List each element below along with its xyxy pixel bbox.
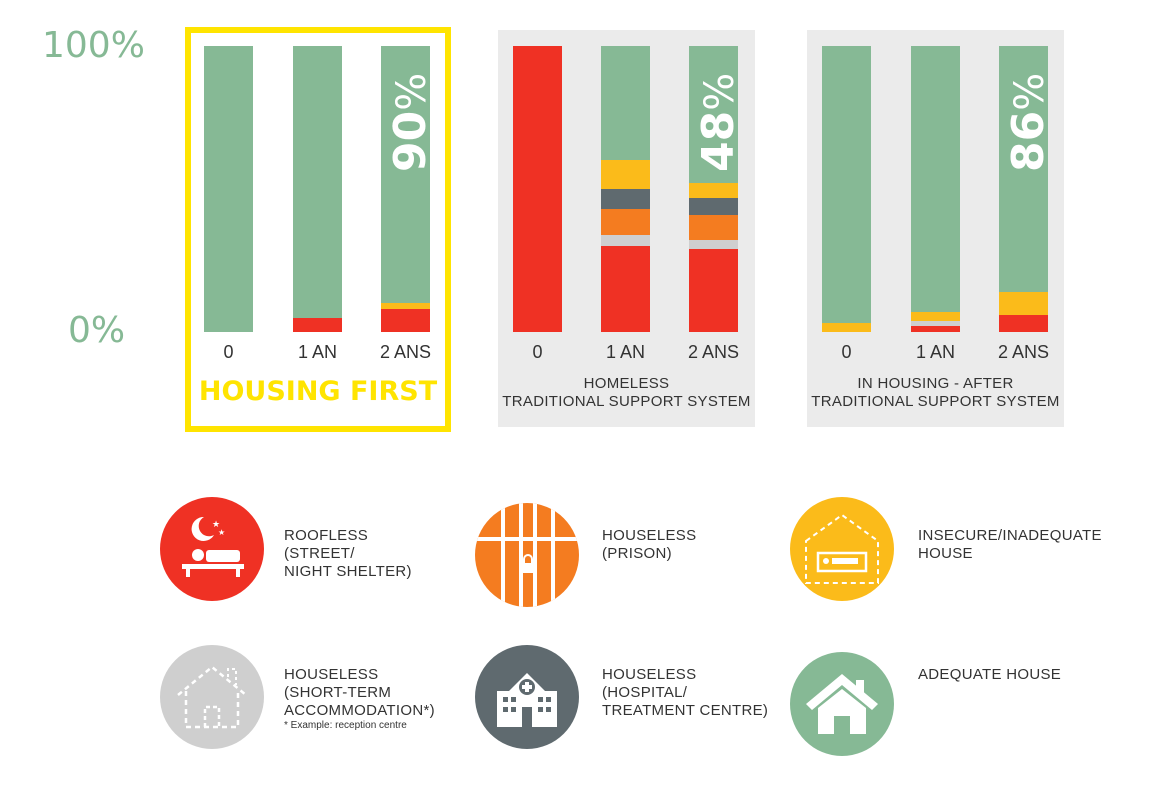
in-housing-title-line2: TRADITIONAL SUPPORT SYSTEM — [811, 393, 1060, 410]
housing-first-category-label-2: 1 AN — [297, 342, 338, 362]
in-housing-category-label-3: 2 ANS — [997, 342, 1050, 362]
homeless-bar-3-short-term-segment — [689, 240, 738, 250]
homeless-category-label-2: 1 AN — [605, 342, 646, 362]
housing-first-highlight-percent: 90% — [385, 72, 436, 172]
housing-first-bar-1 — [204, 46, 253, 332]
in-housing-bar-3-roofless-segment — [999, 314, 1048, 332]
legend-hospital-line1: HOUSELESS — [602, 666, 697, 683]
in-housing-title-line1: IN HOUSING - AFTER — [857, 375, 1014, 392]
in-housing-bar-2-short-term-segment — [911, 320, 960, 327]
in-housing-category-label-2: 1 AN — [915, 342, 956, 362]
homeless-panel-title: HOMELESS TRADITIONAL SUPPORT SYSTEM — [498, 375, 755, 411]
insecure-house-icon — [790, 497, 894, 601]
legend-short-term-line1: HOUSELESS — [284, 666, 379, 683]
legend-hospital-label: HOUSELESS (HOSPITAL/ TREATMENT CENTRE) — [602, 666, 768, 720]
homeless-bar-3-roofless-segment — [689, 249, 738, 332]
legend-roofless-label: ROOFLESS (STREET/ NIGHT SHELTER) — [284, 527, 412, 581]
housing-first-bar-3-insecure-segment — [381, 303, 430, 310]
legend-short-term-label: HOUSELESS (SHORT-TERM ACCOMMODATION*) * … — [284, 666, 435, 732]
in-housing-category-label-1: 0 — [841, 342, 852, 362]
homeless-bar-2-hospital-segment — [601, 189, 650, 210]
legend-adequate-label: ADEQUATE HOUSE — [918, 666, 1061, 684]
in-housing-highlight-percent: 86% — [1003, 72, 1054, 172]
in-housing-bar-2-adequate-segment — [911, 46, 960, 312]
hospital-icon — [475, 645, 579, 749]
homeless-bar-2-prison-segment — [601, 209, 650, 235]
legend-insecure-label: INSECURE/INADEQUATE HOUSE — [918, 527, 1102, 563]
svg-text:★: ★ — [212, 520, 220, 530]
in-housing-bar-3 — [999, 46, 1048, 332]
housing-first-bar-2 — [293, 46, 342, 332]
svg-text:★: ★ — [218, 528, 225, 537]
legend-hospital-line2: (HOSPITAL/ — [602, 684, 688, 701]
housing-first-category-label-3: 2 ANS — [379, 342, 432, 362]
homeless-bar-1 — [513, 46, 562, 332]
in-housing-bar-2-roofless-segment — [911, 326, 960, 332]
legend-adequate-line1: ADEQUATE HOUSE — [918, 666, 1062, 683]
legend-roofless-line1: ROOFLESS — [284, 527, 369, 544]
in-housing-panel-title: IN HOUSING - AFTER TRADITIONAL SUPPORT S… — [807, 375, 1064, 411]
legend-hospital-line3: TREATMENT CENTRE) — [602, 702, 769, 719]
homeless-bar-2 — [601, 46, 650, 332]
housing-first-bar-3 — [381, 46, 430, 332]
housing-first-bar-2-adequate-segment — [293, 46, 342, 318]
homeless-bar-1-roofless-segment — [513, 46, 562, 332]
legend-short-term-note: * Example: reception centre — [284, 720, 407, 731]
housing-first-bar-2-roofless-segment — [293, 317, 342, 332]
homeless-bar-3-prison-segment — [689, 214, 738, 241]
legend-insecure-line1: INSECURE/INADEQUATE — [918, 527, 1102, 544]
in-housing-bar-3-insecure-segment — [999, 291, 1048, 315]
in-housing-bar-1 — [822, 46, 871, 332]
homeless-bar-3-insecure-segment — [689, 183, 738, 198]
axis-top-label: 100% — [42, 25, 145, 66]
in-housing-bar-2-insecure-segment — [911, 311, 960, 321]
homeless-bar-2-short-term-segment — [601, 234, 650, 247]
homeless-bar-2-insecure-segment — [601, 160, 650, 189]
homeless-bar-3-adequate-segment — [689, 46, 738, 184]
legend-prison-label: HOUSELESS (PRISON) — [602, 527, 696, 563]
in-housing-bar-1-insecure-segment — [822, 323, 871, 332]
homeless-bar-2-roofless-segment — [601, 246, 650, 332]
in-housing-bar-3-adequate-segment — [999, 46, 1048, 292]
housing-first-bar-3-adequate-segment — [381, 46, 430, 304]
dashed-house-icon — [160, 645, 264, 749]
homeless-highlight-percent: 48% — [693, 72, 744, 172]
housing-first-title: HOUSING FIRST — [198, 376, 438, 407]
homeless-title-line2: TRADITIONAL SUPPORT SYSTEM — [502, 393, 751, 410]
sleeping-person-icon: ★ ★ — [160, 497, 264, 601]
in-housing-bar-1-adequate-segment — [822, 46, 871, 324]
homeless-title-line1: HOMELESS — [583, 375, 670, 392]
in-housing-bar-2 — [911, 46, 960, 332]
legend-prison-line1: HOUSELESS — [602, 527, 697, 544]
legend-roofless-line2: (STREET/ — [284, 545, 355, 562]
legend-prison-line2: (PRISON) — [602, 545, 672, 562]
homeless-bar-3 — [689, 46, 738, 332]
housing-first-bar-3-roofless-segment — [381, 309, 430, 332]
axis-bottom-label: 0% — [68, 310, 126, 351]
legend-short-term-line3: ACCOMMODATION*) — [284, 702, 435, 719]
homeless-category-label-1: 0 — [532, 342, 543, 362]
homeless-bar-3-hospital-segment — [689, 197, 738, 215]
housing-first-category-label-1: 0 — [223, 342, 234, 362]
homeless-category-label-3: 2 ANS — [687, 342, 740, 362]
house-icon — [790, 652, 894, 756]
prison-bars-icon — [475, 503, 579, 607]
legend-insecure-line2: HOUSE — [918, 545, 973, 562]
legend-short-term-line2: (SHORT-TERM — [284, 684, 392, 701]
homeless-bar-2-adequate-segment — [601, 46, 650, 161]
legend-roofless-line3: NIGHT SHELTER) — [284, 563, 412, 580]
housing-first-bar-1-adequate-segment — [204, 46, 253, 332]
